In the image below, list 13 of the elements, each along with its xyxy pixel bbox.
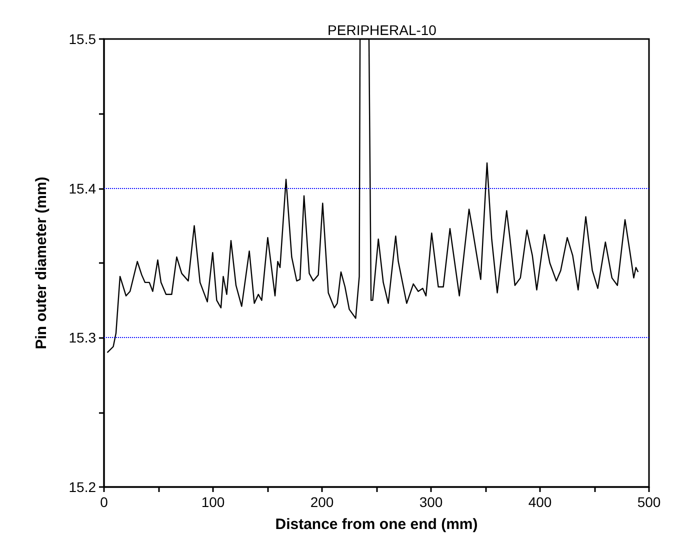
- x-tick-label: 500: [637, 494, 661, 510]
- y-axis-title: Pin outer diameter (mm): [33, 176, 50, 350]
- x-tick-label: 100: [201, 494, 225, 510]
- y-tick-label: 15.3: [68, 330, 96, 346]
- x-tick-label: 0: [100, 494, 108, 510]
- x-tick-label: 300: [419, 494, 443, 510]
- x-axis-title: Distance from one end (mm): [275, 516, 478, 533]
- x-tick-label: 200: [310, 494, 334, 510]
- y-tick-label: 15.5: [68, 31, 96, 47]
- y-tick-label: 15.2: [68, 479, 96, 495]
- y-tick-label: 15.4: [68, 180, 96, 196]
- chart-title: PERIPHERAL-10: [328, 22, 437, 38]
- x-tick-label: 400: [528, 494, 552, 510]
